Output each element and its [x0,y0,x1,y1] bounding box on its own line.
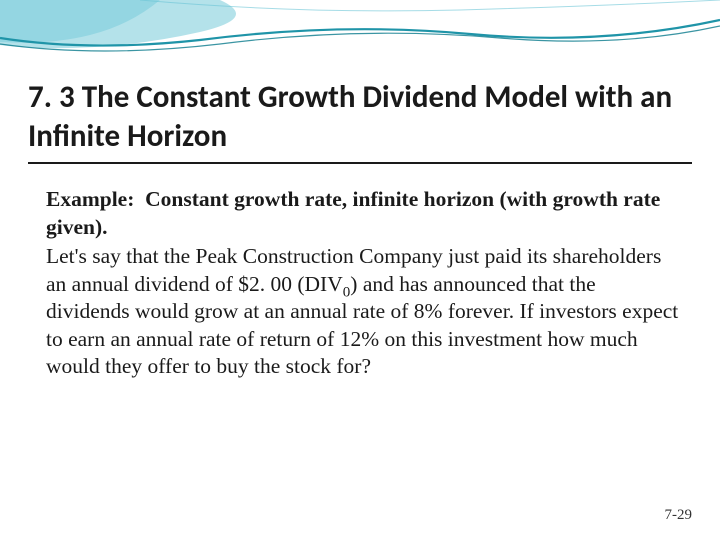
example-label: Example: [46,187,134,211]
example-heading: Example: Constant growth rate, infinite … [46,186,680,241]
example-body: Let's say that the Peak Construction Com… [46,243,680,381]
page-number: 7-29 [665,507,693,524]
slide: 7. 3 The Constant Growth Dividend Model … [0,0,720,540]
wave-decoration [0,0,720,80]
slide-body: Example: Constant growth rate, infinite … [40,186,680,381]
slide-title: 7. 3 The Constant Growth Dividend Model … [28,78,692,164]
wave-svg [0,0,720,80]
example-heading-text: Constant growth rate, infinite horizon (… [46,187,660,239]
